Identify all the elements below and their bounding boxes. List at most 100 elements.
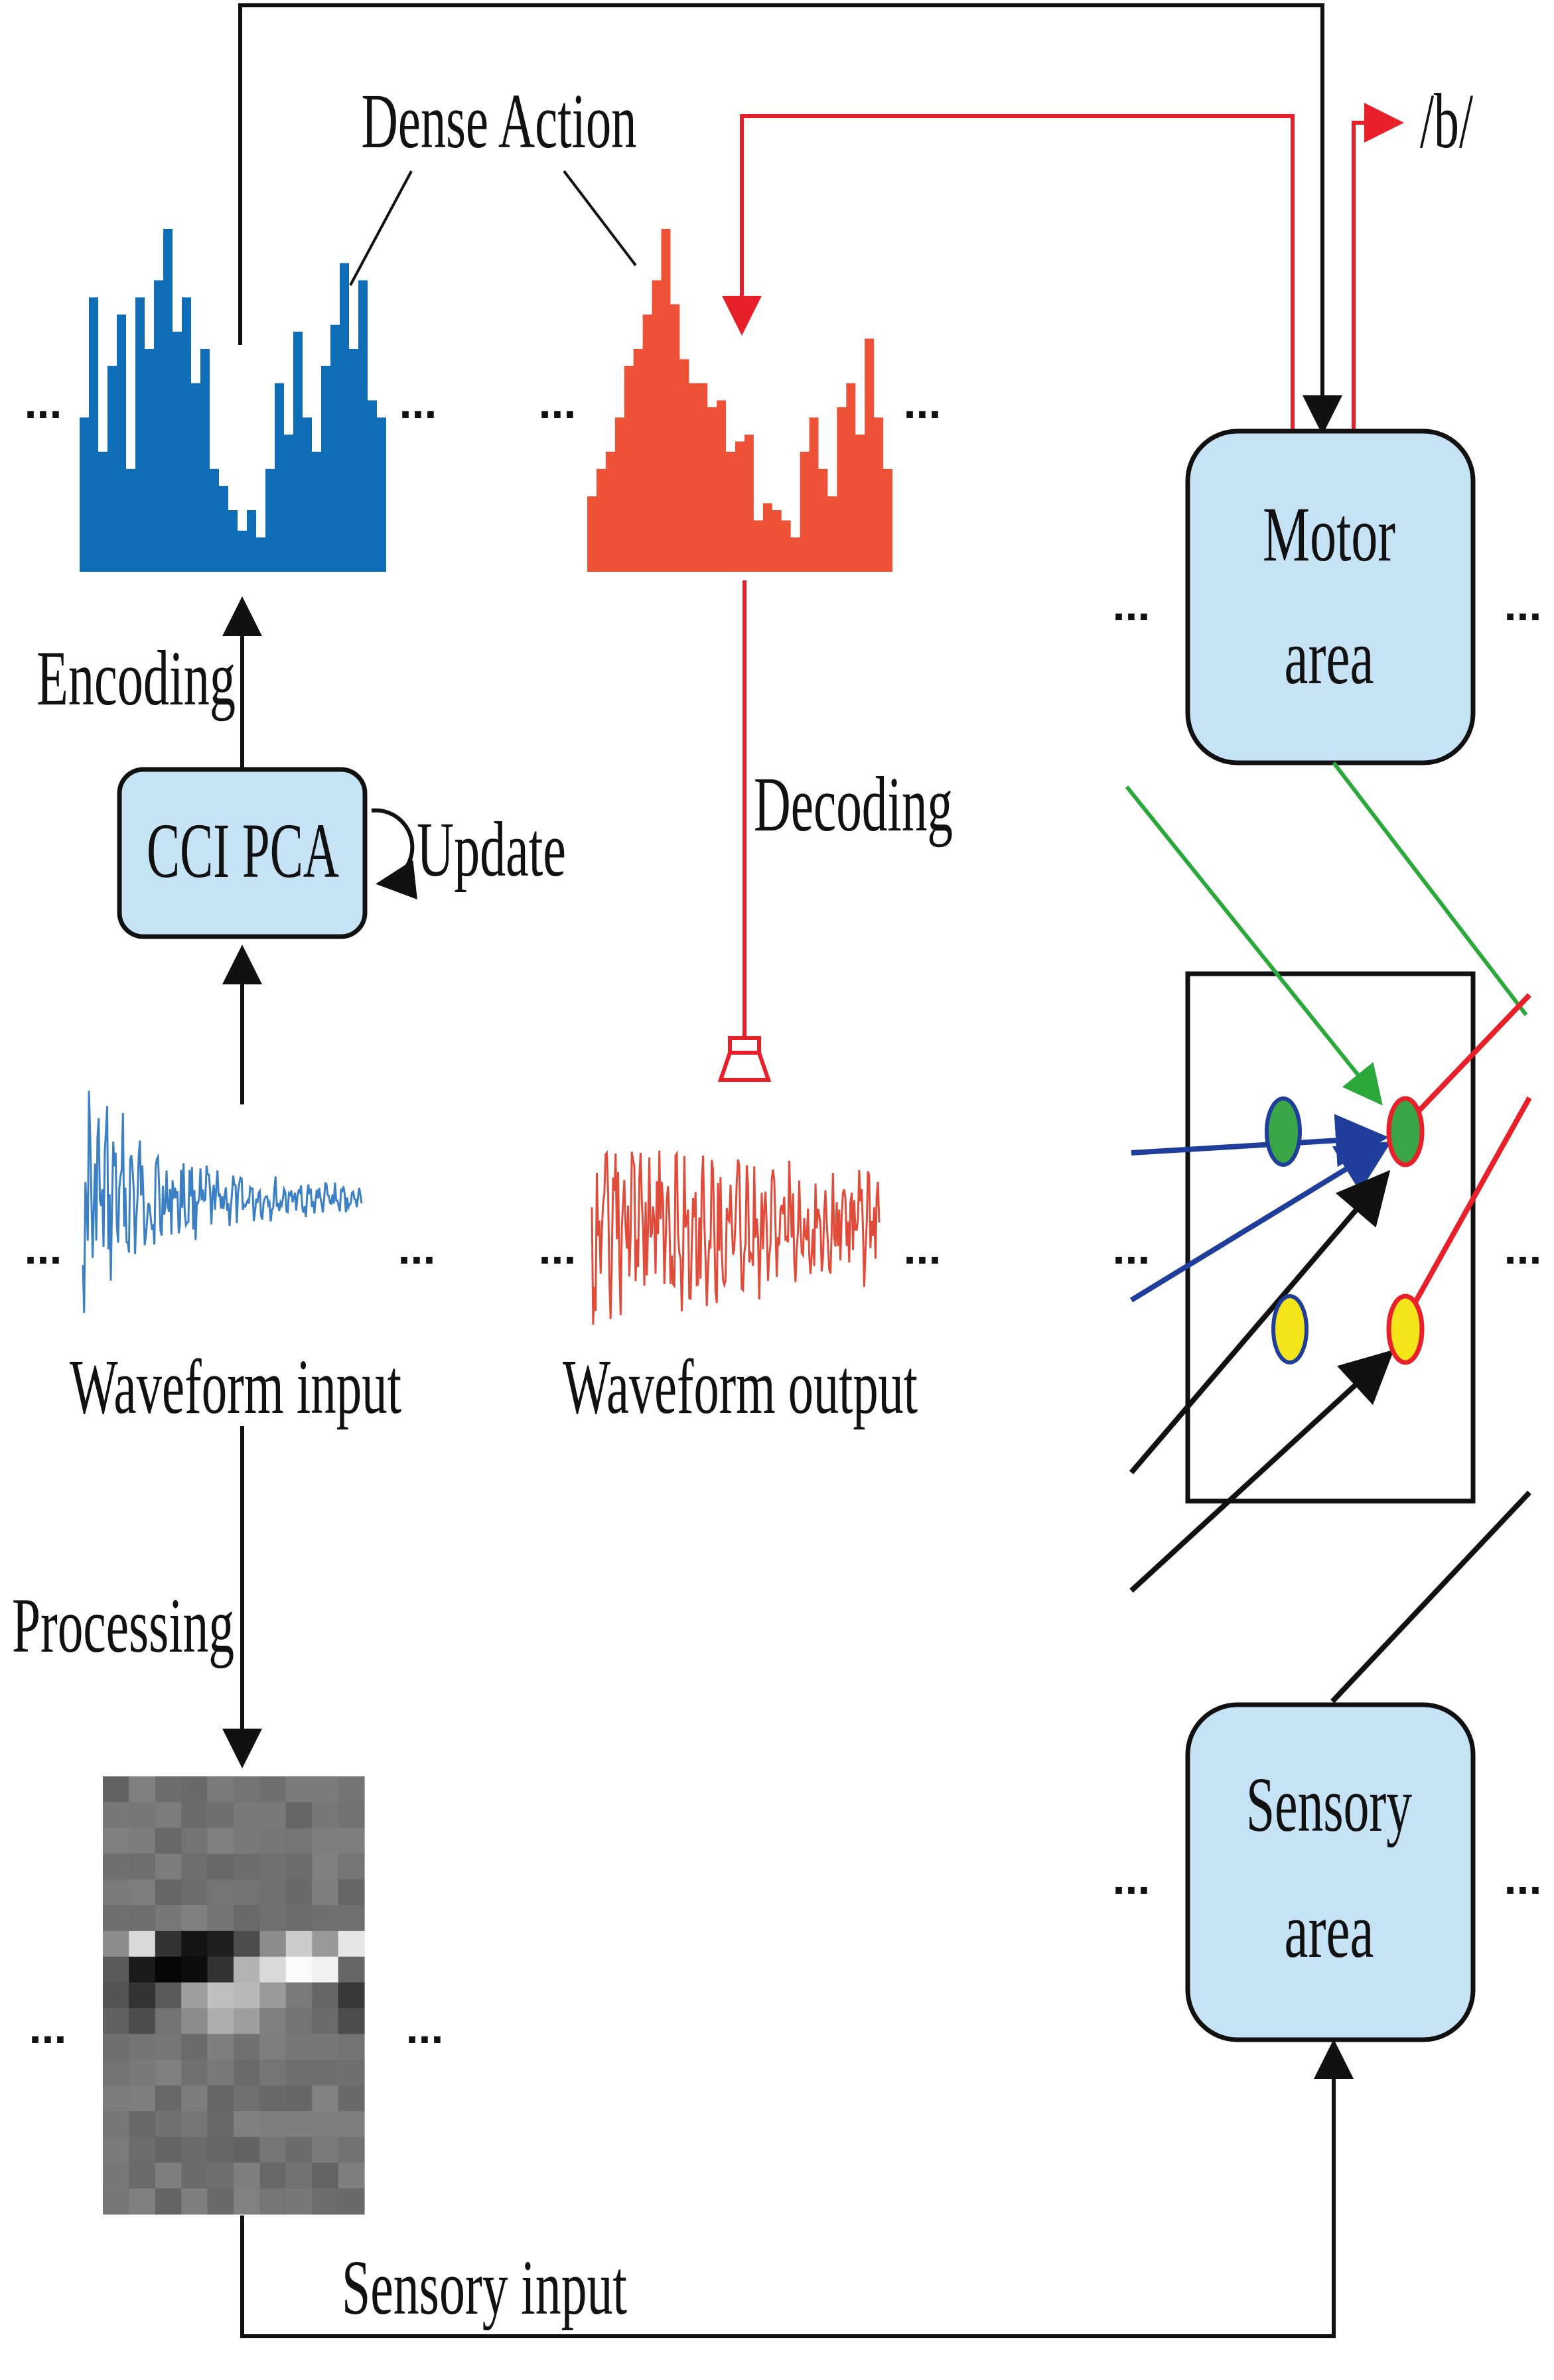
image-pixel bbox=[338, 1905, 365, 1932]
image-pixel bbox=[181, 2085, 208, 2112]
image-pixel bbox=[129, 1930, 156, 1957]
image-pixel bbox=[234, 2111, 260, 2138]
ellipsis-internal-left: ... bbox=[1113, 1223, 1151, 1274]
waveform-output-trace bbox=[591, 1150, 881, 1325]
update-label: Update bbox=[417, 806, 566, 893]
ellipsis-wave-out-left: ... bbox=[539, 1223, 577, 1274]
image-pixel bbox=[312, 2085, 339, 2112]
ccipca-label: CCI PCA bbox=[147, 807, 339, 894]
dense-action-pointer-right bbox=[563, 170, 637, 267]
image-pixel bbox=[259, 2034, 287, 2060]
image-pixel bbox=[234, 2060, 260, 2086]
image-pixel bbox=[312, 2162, 339, 2189]
image-pixel bbox=[259, 2008, 287, 2034]
image-pixel bbox=[338, 2085, 365, 2112]
image-pixel bbox=[234, 1802, 260, 1829]
image-pixel bbox=[129, 1827, 156, 1855]
image-pixel bbox=[207, 1982, 234, 2009]
image-pixel bbox=[285, 1776, 313, 1803]
image-pixel bbox=[259, 2111, 287, 2138]
bottom-up-connection-1 bbox=[1129, 1169, 1391, 1475]
ellipsis-sensory-right: ... bbox=[1504, 1853, 1542, 1904]
image-pixel bbox=[181, 2034, 208, 2060]
image-pixel bbox=[129, 2060, 156, 2086]
image-pixel bbox=[259, 1905, 287, 1932]
loop-arrow-icon bbox=[371, 808, 417, 899]
image-pixel bbox=[312, 1982, 339, 2009]
image-pixel bbox=[338, 1879, 365, 1906]
ellipsis-sensory-left: ... bbox=[1113, 1853, 1151, 1904]
connector-encoding-to-motor bbox=[238, 3, 1342, 435]
image-pixel bbox=[129, 1905, 156, 1932]
waveform-input-trace bbox=[82, 1091, 363, 1313]
image-pixel bbox=[207, 2060, 234, 2086]
ellipsis-blue-right: ... bbox=[399, 377, 437, 428]
image-pixel bbox=[155, 2162, 182, 2189]
connector-motor-to-decoding bbox=[722, 114, 1295, 434]
image-pixel bbox=[103, 1982, 129, 2009]
image-pixel bbox=[155, 1776, 182, 1803]
image-pixel bbox=[103, 2008, 129, 2034]
histogram-shape bbox=[80, 229, 386, 572]
image-pixel bbox=[338, 2137, 365, 2163]
image-pixel bbox=[103, 1827, 129, 1855]
image-pixel bbox=[129, 1802, 156, 1829]
image-pixel bbox=[181, 1930, 208, 1957]
image-pixel bbox=[103, 2162, 129, 2189]
image-pixel bbox=[103, 2085, 129, 2112]
neuron-axon-1 bbox=[1403, 993, 1531, 1127]
image-pixel bbox=[181, 1802, 208, 1829]
internal-area-box bbox=[1185, 971, 1476, 1504]
image-pixel bbox=[103, 1802, 129, 1829]
ellipsis-image-left: ... bbox=[29, 2003, 67, 2053]
image-pixel bbox=[259, 1956, 287, 1983]
image-pixel bbox=[285, 2060, 313, 2086]
image-pixel bbox=[259, 2060, 287, 2086]
sensory-input-image bbox=[103, 1776, 365, 2215]
image-pixel bbox=[103, 2137, 129, 2163]
encoding-label: Encoding bbox=[36, 635, 236, 722]
image-pixel bbox=[207, 1853, 234, 1880]
image-pixel bbox=[312, 2137, 339, 2163]
image-pixel bbox=[207, 1930, 234, 1957]
image-pixel bbox=[181, 2111, 208, 2138]
image-pixel bbox=[234, 2188, 260, 2215]
image-pixel bbox=[259, 1879, 287, 1906]
image-pixel bbox=[338, 2060, 365, 2086]
sensory-area-label-line1: Sensory bbox=[1246, 1761, 1412, 1848]
motor-area-label-line1: Motor bbox=[1263, 491, 1395, 578]
ellipsis-red-left: ... bbox=[539, 377, 577, 428]
image-pixel bbox=[181, 2162, 208, 2189]
image-pixel bbox=[338, 1930, 365, 1957]
image-pixel bbox=[129, 2111, 156, 2138]
image-pixel bbox=[259, 1982, 287, 2009]
image-pixel bbox=[155, 2111, 182, 2138]
image-pixel bbox=[285, 1827, 313, 1855]
speaker-icon bbox=[717, 1036, 772, 1082]
image-pixel bbox=[129, 2162, 156, 2189]
image-pixel bbox=[207, 1956, 234, 1983]
sensory-input-label: Sensory input bbox=[342, 2244, 627, 2331]
dense-action-pointer-left bbox=[349, 170, 413, 286]
image-pixel bbox=[312, 1827, 339, 1855]
ellipsis-motor-left: ... bbox=[1113, 580, 1151, 630]
image-pixel bbox=[129, 2188, 156, 2215]
image-pixel bbox=[155, 1930, 182, 1957]
image-pixel bbox=[259, 1930, 287, 1957]
dense-action-histogram-decoding bbox=[587, 229, 892, 572]
image-pixel bbox=[207, 1802, 234, 1829]
connector-motor-to-phoneme bbox=[1352, 103, 1404, 431]
image-pixel bbox=[234, 2162, 260, 2189]
image-pixel bbox=[129, 1982, 156, 2009]
image-pixel bbox=[129, 2008, 156, 2034]
image-pixel bbox=[234, 2034, 260, 2060]
image-pixel bbox=[259, 2162, 287, 2189]
image-pixel bbox=[234, 1853, 260, 1880]
image-pixel bbox=[181, 1982, 208, 2009]
ccipca-box bbox=[117, 767, 368, 939]
image-pixel bbox=[103, 2060, 129, 2086]
image-pixel bbox=[338, 1982, 365, 2009]
image-pixel bbox=[285, 2162, 313, 2189]
dense-action-label: Dense Action bbox=[362, 78, 637, 165]
image-pixel bbox=[207, 2188, 234, 2215]
